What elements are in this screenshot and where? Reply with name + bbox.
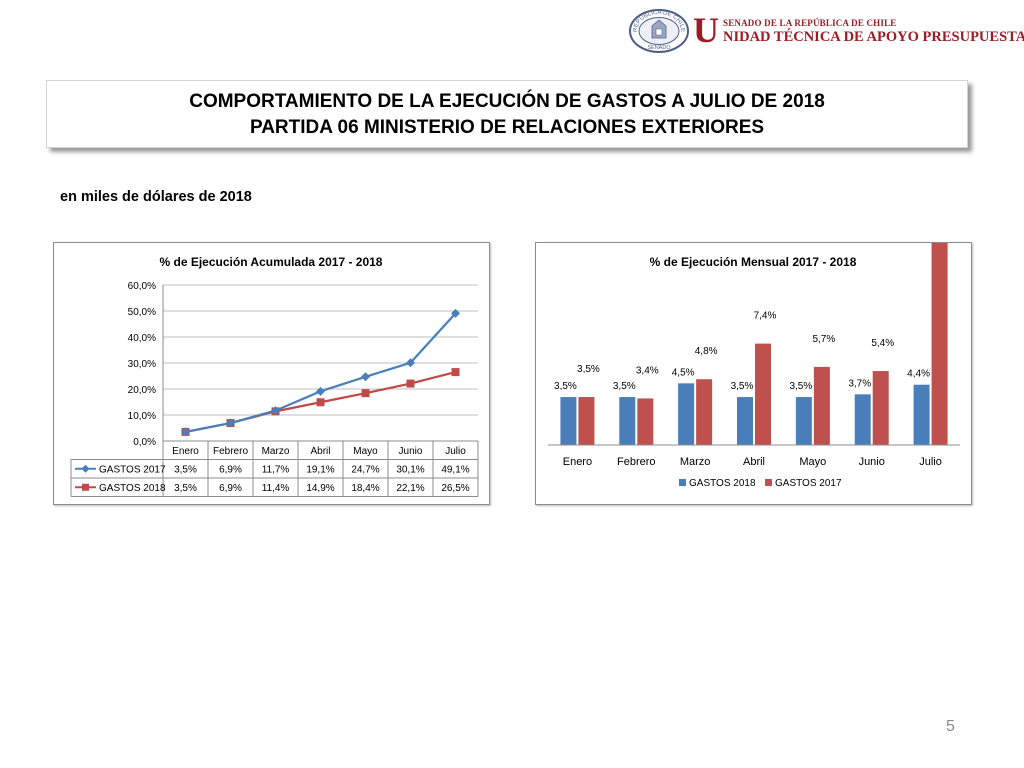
brand-initial: U [693, 10, 719, 50]
bar [696, 379, 713, 445]
bar [854, 394, 871, 445]
bar-data-label: 4,4% [907, 369, 930, 380]
bar-data-label: 7,4% [754, 311, 777, 322]
y-tick-label: 20,0% [128, 385, 156, 396]
series-point [316, 386, 325, 396]
bar-data-label: 3,5% [613, 381, 636, 392]
bar [755, 343, 771, 445]
table-cell: 6,9% [219, 464, 242, 475]
brand-top-text: SENADO DE LA REPÚBLICA DE CHILE [723, 18, 897, 28]
x-tick-label: Enero [172, 446, 199, 457]
table-cell: 19,1% [306, 464, 334, 475]
table-cell: 3,5% [174, 464, 197, 475]
x-tick-label: Enero [563, 456, 592, 468]
series-point [271, 406, 280, 416]
legend-key-marker [82, 483, 89, 491]
series-line [185, 312, 457, 433]
bar [931, 243, 948, 445]
legend-key [679, 479, 686, 486]
series-point [316, 398, 325, 407]
bar [678, 383, 695, 445]
y-tick-label: 40,0% [128, 333, 156, 344]
x-tick-label: Marzo [262, 446, 290, 457]
series-point [361, 389, 370, 398]
table-cell: 11,7% [262, 464, 290, 475]
slide-title-line-1: COMPORTAMIENTO DE LA EJECUCIÓN DE GASTOS… [189, 91, 825, 112]
cumulative-execution-chart: % de Ejecución Acumulada 2017 - 2018 0,0%… [53, 242, 490, 505]
series-point [226, 418, 235, 428]
legend-label: GASTOS 2017 [99, 464, 166, 475]
x-tick-label: Abril [743, 456, 765, 468]
y-tick-label: 30,0% [128, 359, 156, 370]
bar-data-label: 3,5% [731, 381, 754, 392]
bar-data-label: 3,5% [554, 381, 577, 392]
logo-bottom-text: SENADO [647, 45, 671, 51]
x-tick-label: Abril [310, 446, 330, 457]
x-tick-label: Junio [399, 446, 423, 457]
series-point [451, 368, 460, 377]
table-cell: 24,7% [351, 464, 379, 475]
table-cell: 3,5% [174, 483, 197, 494]
x-tick-label: Febrero [213, 446, 248, 457]
y-tick-label: 10,0% [128, 411, 156, 422]
table-cell: 22,1% [396, 483, 424, 494]
bar-data-label: 4,5% [672, 367, 695, 378]
x-tick-label: Junio [859, 456, 885, 468]
legend-key [765, 479, 772, 486]
slide-title-box: COMPORTAMIENTO DE LA EJECUCIÓN DE GASTOS… [46, 80, 968, 148]
x-tick-label: Mayo [353, 446, 378, 457]
bar-data-label: 3,7% [848, 378, 871, 389]
y-tick-label: 0,0% [133, 437, 156, 448]
bar [795, 397, 812, 445]
bar [913, 384, 930, 445]
bar [872, 371, 889, 445]
table-cell: 11,4% [262, 483, 290, 494]
chart-title: % de Ejecución Mensual 2017 - 2018 [650, 255, 857, 269]
table-cell: 14,9% [306, 483, 334, 494]
series-point [181, 427, 190, 437]
monthly-execution-chart: % de Ejecución Mensual 2017 - 2018 3,5% 3,… [535, 242, 972, 505]
x-tick-label: Febrero [617, 456, 656, 468]
series-point [451, 308, 460, 318]
bar-data-label: 3,5% [577, 364, 600, 375]
table-cell: 6,9% [219, 483, 242, 494]
series-point [406, 379, 415, 388]
slide-title-line-2: PARTIDA 06 MINISTERIO DE RELACIONES EXTE… [249, 117, 765, 138]
bar-data-label: 5,4% [871, 338, 894, 349]
series-point [406, 358, 415, 368]
bar [813, 366, 830, 445]
bar [737, 397, 753, 445]
units-subtitle: en miles de dólares de 2018 [60, 189, 252, 205]
bar-data-label: 4,8% [695, 346, 718, 357]
bar-data-label: 3,4% [636, 365, 659, 376]
legend-key-marker [81, 464, 90, 473]
series-point [361, 372, 370, 382]
cumulative-chart-svg: % de Ejecución Acumulada 2017 - 2018 0,0%… [70, 255, 479, 497]
bar-data-label: 3,5% [789, 381, 812, 392]
bar [619, 397, 636, 445]
bar [578, 397, 595, 445]
monthly-chart-svg: % de Ejecución Mensual 2017 - 20183,5%3,… [548, 243, 960, 489]
x-tick-label: Mayo [799, 456, 826, 468]
legend-label: GASTOS 2018 [99, 483, 166, 494]
legend-label: GASTOS 2017 [775, 478, 842, 489]
table-cell: 30,1% [396, 464, 424, 475]
bar [560, 397, 577, 445]
table-cell: 18,4% [351, 483, 379, 494]
x-tick-label: Marzo [680, 456, 711, 468]
brand-main-text: NIDAD TÉCNICA DE APOYO PRESUPUESTARIO [723, 29, 1024, 45]
y-tick-label: 50,0% [128, 307, 156, 318]
bar [637, 398, 654, 445]
y-tick-label: 60,0% [128, 281, 156, 292]
bar-data-label: 5,7% [812, 334, 835, 345]
senate-seal-logo: REPÚBLICA DE CHILE SENADO [629, 9, 689, 53]
table-cell: 26,5% [441, 483, 469, 494]
x-tick-label: Julio [445, 446, 466, 457]
x-tick-label: Julio [919, 456, 942, 468]
chart-title: % de Ejecución Acumulada 2017 - 2018 [160, 255, 383, 269]
table-cell: 49,1% [441, 464, 469, 475]
legend-label: GASTOS 2018 [689, 478, 756, 489]
page-number: 5 [946, 718, 955, 735]
